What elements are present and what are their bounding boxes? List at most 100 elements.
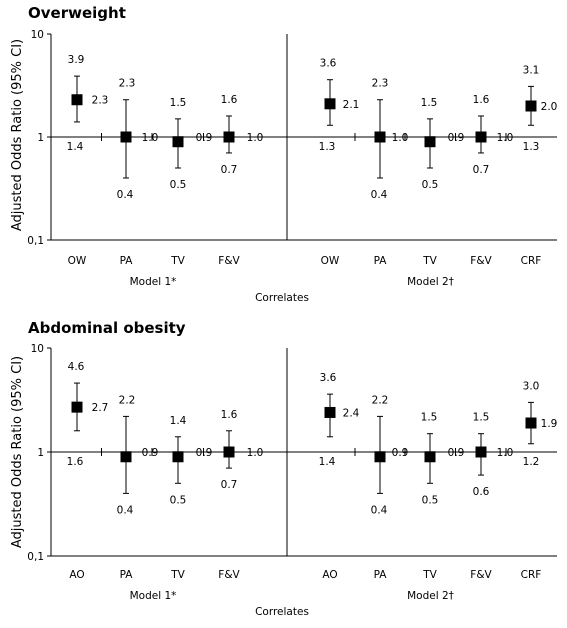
model-label: Model 1* — [130, 590, 177, 602]
lower-ci-label: 0.5 — [170, 494, 187, 506]
odds-ratio-point — [120, 451, 132, 463]
lower-ci-label: 1.4 — [67, 141, 84, 153]
upper-ci-label: 1.6 — [221, 94, 238, 106]
category-label: OW — [68, 255, 87, 267]
category-label: AO — [322, 569, 337, 581]
lower-ci-label: 0.7 — [221, 479, 238, 491]
lower-ci-label: 1.3 — [319, 141, 336, 153]
odds-ratio-point — [172, 136, 184, 148]
category-label: TV — [422, 569, 437, 581]
odds-ratio-point — [525, 100, 537, 112]
category-label: F&V — [218, 255, 240, 267]
upper-ci-label: 2.2 — [119, 394, 136, 406]
category-label: OW — [321, 255, 340, 267]
lower-ci-label: 0.5 — [422, 179, 439, 191]
lower-ci-label: 1.3 — [523, 141, 540, 153]
x-axis-label: Correlates — [255, 292, 309, 304]
odds-ratio-point — [475, 131, 487, 143]
odds-ratio-point — [71, 94, 83, 106]
upper-ci-label: 4.6 — [68, 361, 85, 373]
category-label: F&V — [218, 569, 240, 581]
model-label: Model 2† — [407, 276, 454, 288]
odds-ratio-label: 1.0 — [497, 132, 514, 144]
odds-ratio-point — [424, 451, 436, 463]
y-tick-label: 1 — [37, 447, 44, 459]
lower-ci-label: 1.6 — [67, 456, 84, 468]
upper-ci-label: 3.0 — [523, 380, 540, 392]
category-label: PA — [120, 569, 134, 581]
y-tick-label: 10 — [31, 343, 44, 355]
odds-ratio-point — [324, 98, 336, 110]
odds-ratio-label: 1.0 — [497, 447, 514, 459]
category-label: PA — [374, 255, 388, 267]
category-label: AO — [69, 569, 84, 581]
y-tick-label: 0,1 — [27, 235, 44, 247]
odds-ratio-point — [424, 136, 436, 148]
upper-ci-label: 2.3 — [372, 78, 389, 90]
upper-ci-label: 1.5 — [473, 412, 490, 424]
odds-ratio-label: 0.9 — [448, 132, 465, 144]
upper-ci-label: 1.5 — [170, 97, 187, 109]
upper-ci-label: 3.6 — [320, 372, 337, 384]
upper-ci-label: 1.4 — [170, 415, 187, 427]
category-label: TV — [170, 569, 185, 581]
odds-ratio-label: 2.7 — [92, 402, 109, 414]
chart-title: Abdominal obesity — [28, 319, 186, 337]
upper-ci-label: 1.6 — [221, 409, 238, 421]
odds-ratio-label: 1.0 — [142, 132, 159, 144]
model-label: Model 2† — [407, 590, 454, 602]
odds-ratio-point — [374, 451, 386, 463]
lower-ci-label: 0.5 — [170, 179, 187, 191]
category-label: F&V — [470, 255, 492, 267]
lower-ci-label: 0.4 — [371, 504, 388, 516]
upper-ci-label: 2.2 — [372, 394, 389, 406]
lower-ci-label: 1.2 — [523, 456, 540, 468]
lower-ci-label: 0.4 — [371, 189, 388, 201]
lower-ci-label: 0.4 — [117, 504, 134, 516]
category-label: CRF — [521, 255, 542, 267]
odds-ratio-point — [120, 131, 132, 143]
odds-ratio-point — [374, 131, 386, 143]
y-tick-label: 1 — [37, 132, 44, 144]
y-axis-label: Adjusted Odds Ratio (95% CI) — [10, 356, 25, 548]
odds-ratio-label: 2.1 — [343, 99, 360, 111]
category-label: TV — [170, 255, 185, 267]
odds-ratio-label: 1.0 — [392, 132, 409, 144]
chart-title: Overweight — [28, 4, 126, 22]
lower-ci-label: 0.5 — [422, 494, 439, 506]
odds-ratio-label: 0.9 — [142, 447, 159, 459]
category-label: CRF — [521, 569, 542, 581]
lower-ci-label: 0.4 — [117, 189, 134, 201]
upper-ci-label: 1.6 — [473, 94, 490, 106]
upper-ci-label: 3.1 — [523, 64, 540, 76]
lower-ci-label: 0.6 — [473, 486, 490, 498]
category-label: TV — [422, 255, 437, 267]
upper-ci-label: 2.3 — [119, 78, 136, 90]
odds-ratio-label: 2.3 — [92, 95, 109, 107]
upper-ci-label: 1.5 — [421, 412, 438, 424]
upper-ci-label: 3.6 — [320, 58, 337, 70]
odds-ratio-label: 0.9 — [448, 447, 465, 459]
odds-ratio-point — [475, 446, 487, 458]
odds-ratio-label: 1.0 — [247, 447, 264, 459]
upper-ci-label: 3.9 — [68, 54, 85, 66]
odds-ratio-point — [324, 406, 336, 418]
lower-ci-label: 1.4 — [319, 456, 336, 468]
odds-ratio-label: 2.4 — [343, 407, 360, 419]
category-label: PA — [374, 569, 388, 581]
odds-ratio-point — [172, 451, 184, 463]
y-axis-label: Adjusted Odds Ratio (95% CI) — [10, 39, 25, 231]
y-tick-label: 0,1 — [27, 551, 44, 563]
lower-ci-label: 0.7 — [221, 164, 238, 176]
odds-ratio-point — [525, 417, 537, 429]
odds-ratio-label: 1.9 — [541, 418, 558, 430]
odds-ratio-point — [223, 446, 235, 458]
x-axis-label: Correlates — [255, 606, 309, 618]
model-label: Model 1* — [130, 276, 177, 288]
odds-ratio-point — [223, 131, 235, 143]
odds-ratio-point — [71, 401, 83, 413]
odds-ratio-label: 0.9 — [196, 447, 213, 459]
odds-ratio-label: 0.9 — [196, 132, 213, 144]
category-label: PA — [120, 255, 134, 267]
